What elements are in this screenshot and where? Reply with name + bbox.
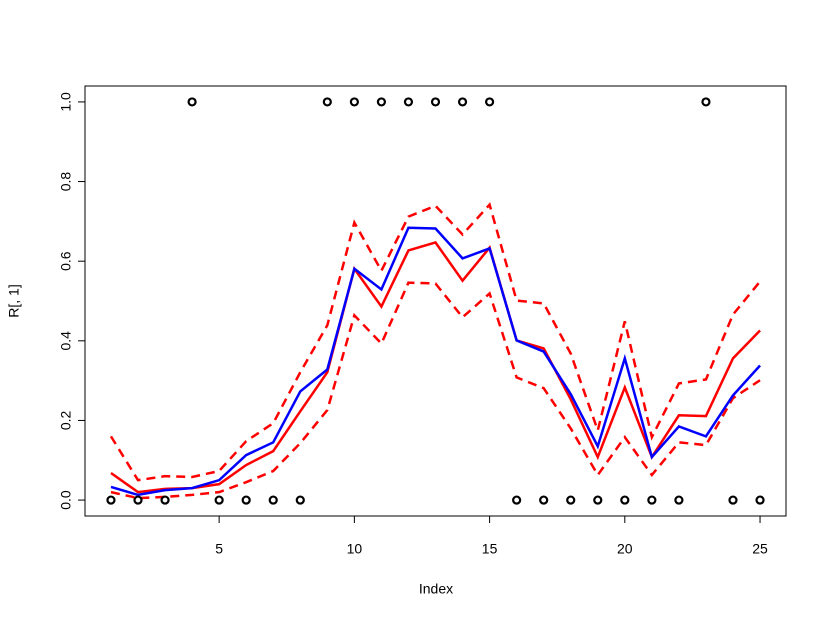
line-series: [110, 241, 761, 494]
y-tick-label: 1.0: [58, 92, 74, 112]
point: [241, 495, 251, 505]
x-tick-label: 5: [215, 541, 223, 557]
y-tick-label: 0.2: [58, 411, 74, 431]
point: [620, 495, 630, 505]
point: [295, 495, 305, 505]
point: [376, 97, 387, 107]
x-tick-label: 20: [617, 541, 633, 557]
y-tick-label: 0.8: [58, 172, 74, 192]
point: [674, 495, 684, 505]
line-series: [110, 281, 761, 500]
point: [349, 97, 359, 107]
point: [512, 495, 522, 505]
x-tick-label: 25: [752, 541, 768, 557]
point: [728, 495, 738, 505]
point: [457, 97, 468, 107]
x-axis-label: Index: [419, 581, 453, 597]
point: [187, 97, 197, 107]
y-tick-label: 0.4: [58, 331, 74, 351]
point: [484, 97, 495, 107]
plot-box: [84, 85, 787, 517]
y-tick-label: 0.0: [58, 490, 74, 510]
point: [593, 495, 603, 505]
y-axis-label: R[, 1]: [6, 284, 22, 317]
point: [430, 97, 441, 107]
point: [268, 495, 278, 505]
point: [106, 495, 116, 505]
point: [403, 97, 414, 107]
point: [214, 495, 224, 505]
point: [133, 495, 143, 505]
point: [539, 495, 549, 505]
y-tick-label: 0.6: [58, 251, 74, 271]
point: [160, 495, 170, 505]
point: [322, 97, 332, 107]
point: [755, 495, 765, 505]
line-series: [110, 226, 761, 497]
point: [566, 495, 576, 505]
point: [647, 495, 657, 505]
point: [701, 97, 711, 107]
line-series: [109, 202, 762, 482]
x-tick-label: 10: [347, 541, 363, 557]
x-tick-label: 15: [482, 541, 498, 557]
